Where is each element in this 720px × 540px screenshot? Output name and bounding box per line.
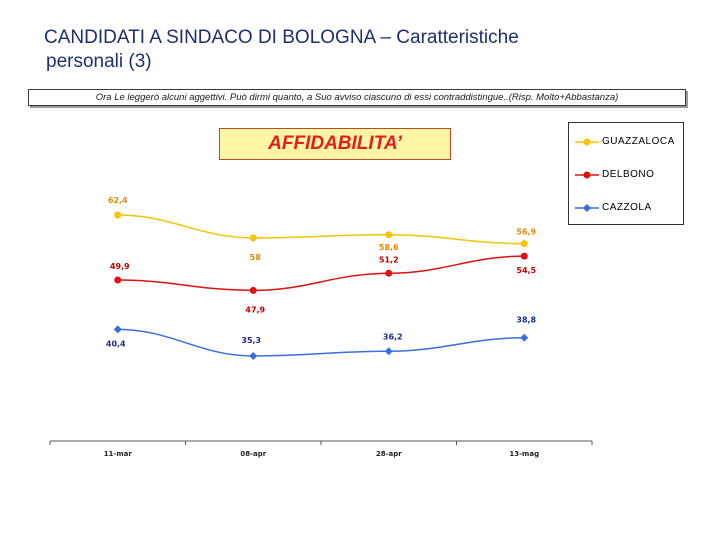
series-line-guazzaloca (117, 214, 525, 245)
legend-item-delbono: DELBONO (575, 168, 685, 182)
data-label-delbono-13-mag: 54,5 (516, 266, 536, 275)
legend-item-cazzola: CAZZOLA (575, 201, 685, 215)
data-label-cazzola-28-apr: 36,2 (383, 332, 403, 341)
legend-label-guazzaloca: GUAZZALOCA (602, 136, 675, 147)
legend-swatch-guazzaloca (575, 138, 599, 146)
point-guazzaloca-11-mar (114, 211, 122, 219)
point-delbono-28-apr (385, 269, 393, 277)
series-line-cazzola (117, 328, 525, 357)
point-cazzola-13-mag (520, 333, 529, 342)
data-label-cazzola-13-mag: 38,8 (516, 316, 536, 325)
chart-legend: GUAZZALOCA DELBONO CAZZOLA (568, 122, 684, 225)
title-line-1: CANDIDATI A SINDACO DI BOLOGNA – Caratte… (44, 27, 519, 48)
slide-title: CANDIDATI A SINDACO DI BOLOGNA – Caratte… (44, 26, 684, 74)
point-cazzola-11-mar (113, 325, 122, 334)
legend-item-guazzaloca: GUAZZALOCA (575, 135, 685, 149)
point-cazzola-28-apr (384, 347, 393, 356)
point-delbono-13-mag (520, 252, 528, 260)
x-tick-label-08-apr: 08-apr (240, 450, 266, 458)
point-guazzaloca-28-apr (385, 231, 393, 239)
data-label-guazzaloca-28-apr: 58,6 (379, 243, 399, 252)
data-label-delbono-08-apr: 47,9 (245, 305, 265, 314)
data-label-delbono-28-apr: 51,2 (379, 255, 399, 264)
data-label-guazzaloca-11-mar: 62,4 (108, 196, 128, 205)
x-tick-label-11-mar: 11-mar (104, 450, 133, 458)
point-guazzaloca-08-apr (249, 234, 257, 242)
x-tick-label-28-apr: 28-apr (376, 450, 402, 458)
legend-label-cazzola: CAZZOLA (602, 202, 652, 213)
series-line-delbono (117, 255, 525, 292)
legend-swatch-cazzola (575, 204, 599, 212)
chart-title: AFFIDABILITA’ (219, 128, 451, 160)
legend-swatch-delbono (575, 171, 599, 179)
point-guazzaloca-13-mag (520, 240, 528, 248)
data-label-cazzola-08-apr: 35,3 (241, 336, 261, 345)
question-box: Ora Le leggerò alcuni aggettivi. Può dir… (28, 89, 686, 106)
legend-label-delbono: DELBONO (602, 169, 655, 180)
point-delbono-11-mar (114, 276, 122, 284)
title-line-2: personali (3) (46, 51, 152, 72)
data-label-guazzaloca-13-mag: 56,9 (516, 228, 536, 237)
x-tick-label-13-mag: 13-mag (509, 450, 539, 458)
data-label-guazzaloca-08-apr: 58 (250, 253, 262, 262)
data-label-delbono-11-mar: 49,9 (110, 262, 130, 271)
point-delbono-08-apr (249, 286, 257, 294)
point-cazzola-08-apr (249, 351, 258, 360)
data-label-cazzola-11-mar: 40,4 (106, 339, 126, 348)
